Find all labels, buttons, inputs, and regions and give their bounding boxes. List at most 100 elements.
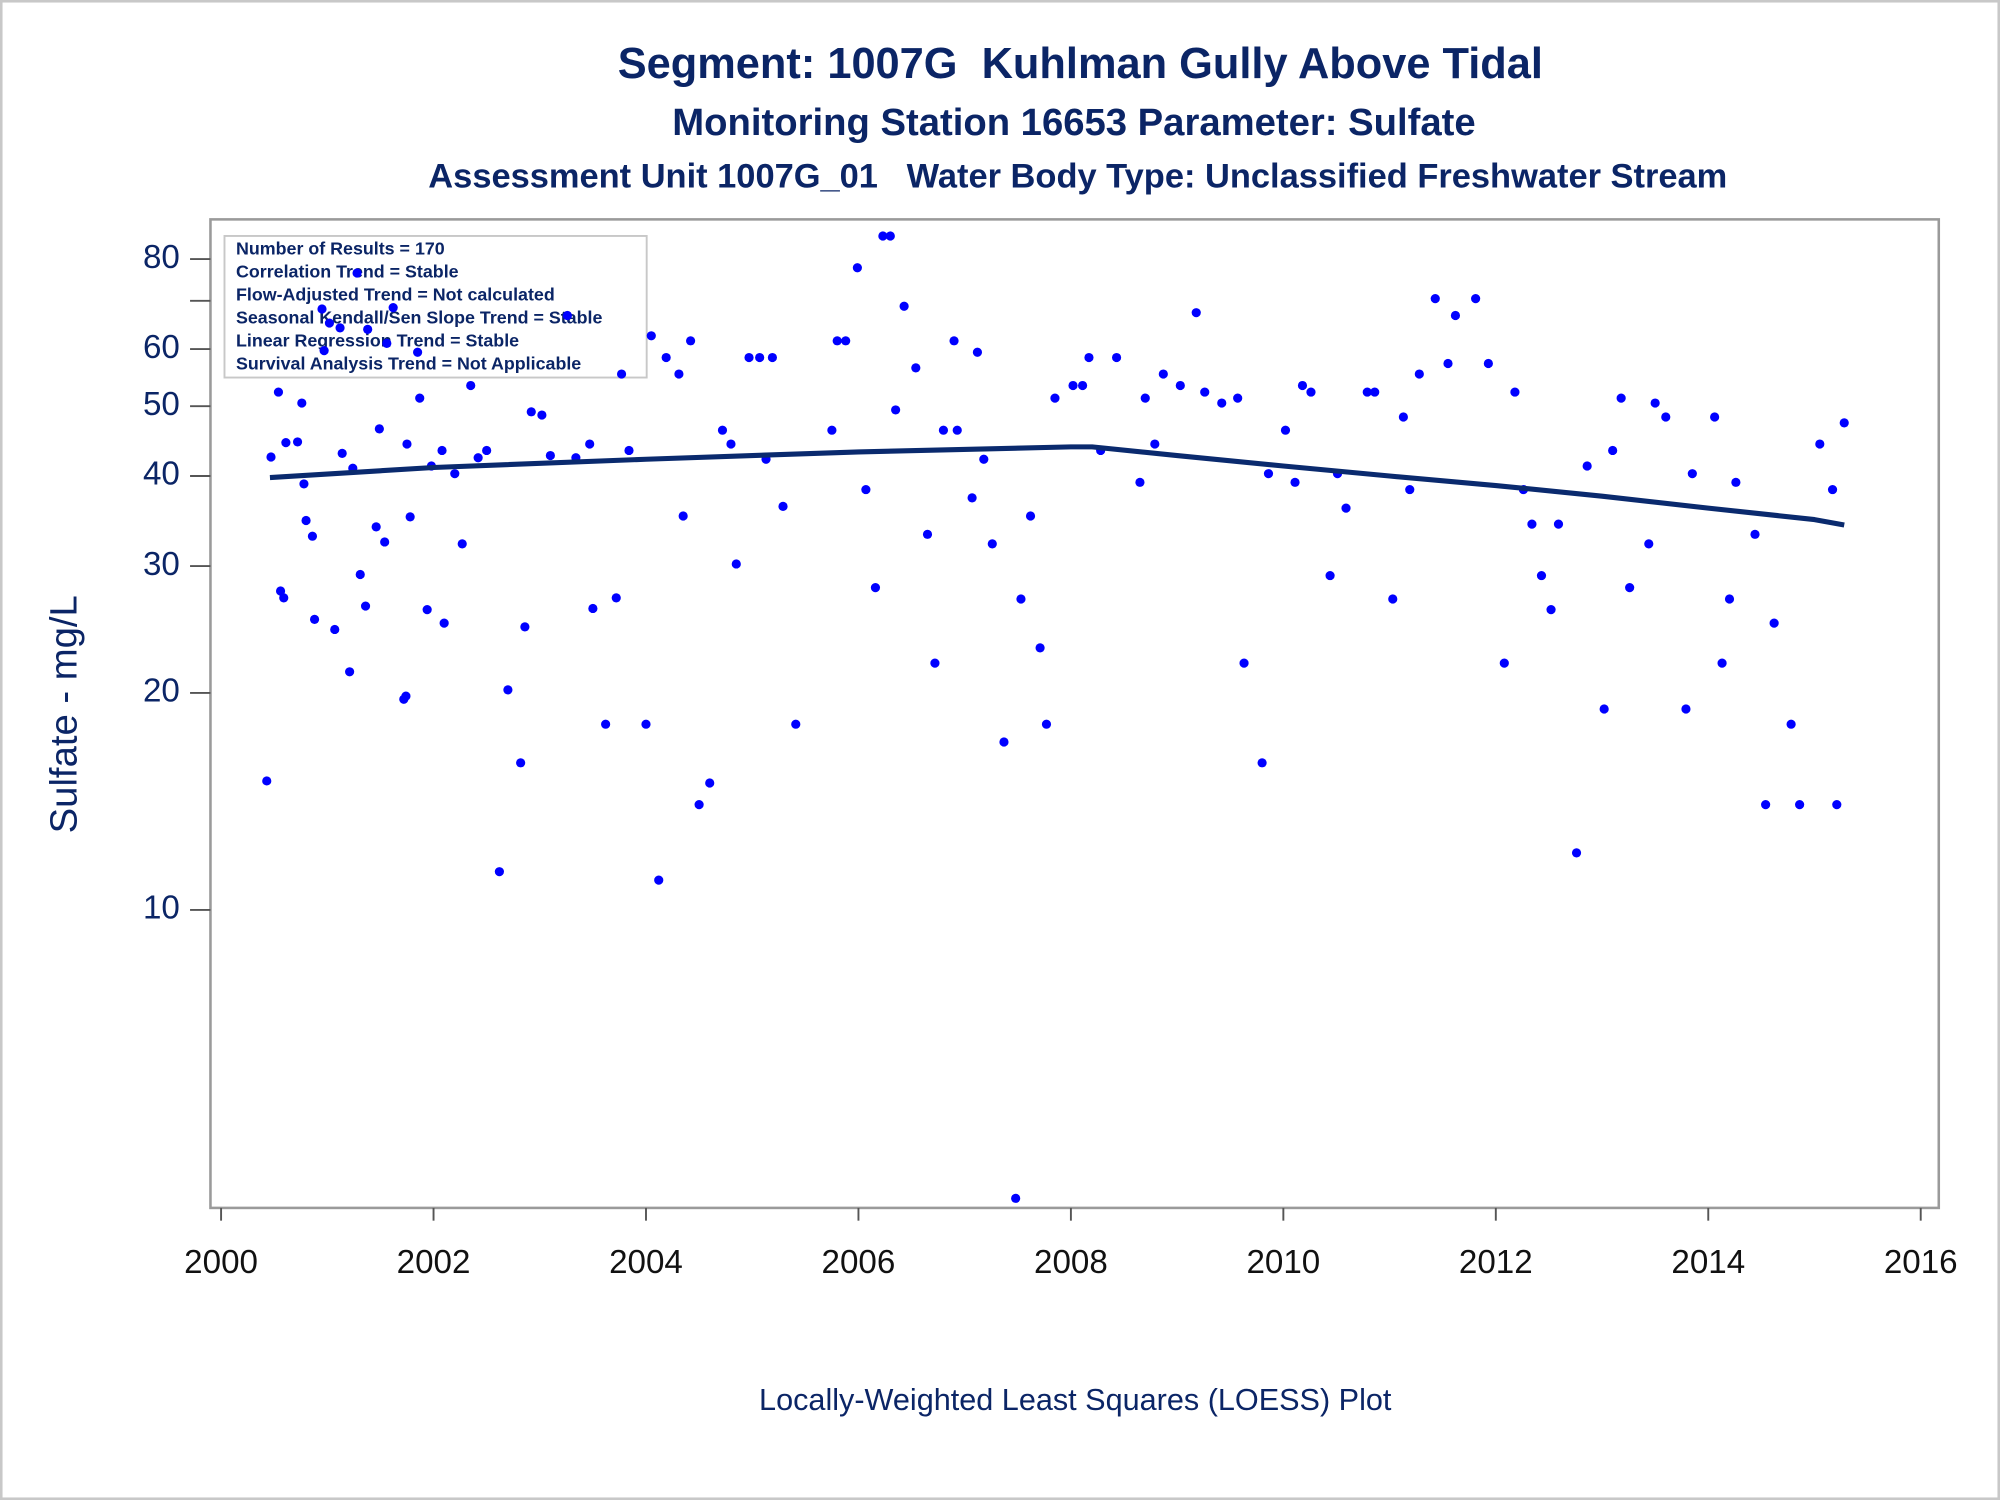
data-point <box>1839 418 1849 428</box>
annotation: Flow-Adjusted Trend = Not calculated <box>236 285 555 305</box>
y-tick-label: 80 <box>143 239 180 276</box>
annotation: Number of Results = 170 <box>236 239 445 259</box>
x-axis-label: Locally-Weighted Least Squares (LOESS) P… <box>759 1383 1392 1417</box>
data-point <box>861 484 871 495</box>
y-tick-label: 10 <box>143 890 180 927</box>
data-point <box>705 778 715 788</box>
data-point <box>1443 358 1453 369</box>
data-point <box>279 593 289 603</box>
data-point <box>1527 519 1537 529</box>
data-point <box>661 352 671 363</box>
data-point <box>1553 519 1564 529</box>
data-point <box>1536 570 1547 581</box>
data-point <box>1306 387 1316 397</box>
data-point <box>266 452 276 462</box>
data-point <box>694 800 704 810</box>
data-point <box>1077 380 1088 391</box>
annotation: Correlation Trend = Stable <box>236 262 459 282</box>
data-point <box>299 479 309 489</box>
data-point <box>1750 529 1760 539</box>
data-point <box>450 469 460 479</box>
data-point <box>1068 380 1078 391</box>
data-point <box>482 445 492 456</box>
data-point <box>473 453 483 463</box>
data-point <box>1370 387 1380 397</box>
x-tick-label: 2016 <box>1884 1244 1958 1281</box>
data-point <box>1724 594 1735 604</box>
data-point <box>938 425 949 435</box>
chart-subtitle: Assessment Unit 1007G_01 Water Body Type… <box>428 158 1727 196</box>
data-point <box>891 405 901 415</box>
y-axis-label: Sulfate - mg/L <box>42 595 85 833</box>
data-point <box>1239 658 1249 668</box>
data-point <box>1499 658 1509 668</box>
data-point <box>439 618 449 628</box>
x-tick-label: 2012 <box>1459 1244 1533 1281</box>
data-point <box>345 667 355 677</box>
data-point <box>972 347 983 357</box>
data-point <box>1661 412 1671 422</box>
data-point <box>337 448 347 458</box>
data-point <box>388 303 398 313</box>
data-point <box>678 511 688 521</box>
data-point <box>1471 294 1481 304</box>
data-point <box>1200 387 1210 397</box>
data-point <box>1263 469 1274 479</box>
data-point <box>520 622 530 632</box>
data-point <box>1510 387 1520 397</box>
data-point <box>1111 352 1122 363</box>
data-point <box>952 425 962 435</box>
data-point <box>1650 398 1660 408</box>
data-point <box>402 439 412 449</box>
x-tick-label: 2010 <box>1246 1244 1320 1281</box>
x-tick-label: 2000 <box>184 1244 258 1281</box>
data-point <box>1050 393 1060 403</box>
data-point <box>363 324 373 334</box>
data-point <box>1233 393 1243 403</box>
data-point <box>1035 643 1045 653</box>
data-point <box>307 531 318 541</box>
x-tick-label: 2002 <box>397 1244 471 1281</box>
data-point <box>1217 398 1227 408</box>
data-point <box>717 425 728 435</box>
data-point <box>1625 583 1635 593</box>
data-point <box>457 539 467 549</box>
data-point <box>778 501 788 511</box>
data-point <box>911 363 921 373</box>
chart-subtitle: Monitoring Station 16653 Parameter: Sulf… <box>672 101 1475 144</box>
data-point <box>273 387 284 397</box>
data-point <box>324 318 335 328</box>
data-point <box>641 719 651 729</box>
chart-title: Segment: 1007G Kuhlman Gully Above Tidal <box>618 40 1543 88</box>
data-point <box>405 512 415 522</box>
data-point <box>1257 758 1267 768</box>
data-point <box>494 867 504 877</box>
data-point <box>922 529 933 539</box>
data-point <box>1681 704 1691 714</box>
data-point <box>1832 800 1842 810</box>
data-point <box>611 593 621 603</box>
data-point <box>355 569 365 580</box>
data-point <box>654 875 664 885</box>
data-point <box>967 493 977 503</box>
data-point <box>1599 704 1609 714</box>
data-point <box>437 445 447 456</box>
data-point <box>1362 387 1372 397</box>
data-point <box>317 304 327 314</box>
data-point <box>1025 511 1036 521</box>
x-tick-label: 2006 <box>822 1244 896 1281</box>
loess-line <box>269 444 1845 528</box>
data-point <box>526 407 536 417</box>
data-point <box>832 336 842 346</box>
data-point <box>1815 439 1825 449</box>
data-point <box>1608 445 1618 456</box>
data-point <box>1731 477 1741 487</box>
data-point <box>1175 380 1185 391</box>
data-point <box>852 263 862 273</box>
data-point <box>301 515 311 526</box>
data-point <box>413 347 423 357</box>
data-point <box>1011 1193 1021 1203</box>
data-point <box>674 369 684 379</box>
y-tick-label: 30 <box>143 546 180 583</box>
data-point <box>624 445 634 456</box>
